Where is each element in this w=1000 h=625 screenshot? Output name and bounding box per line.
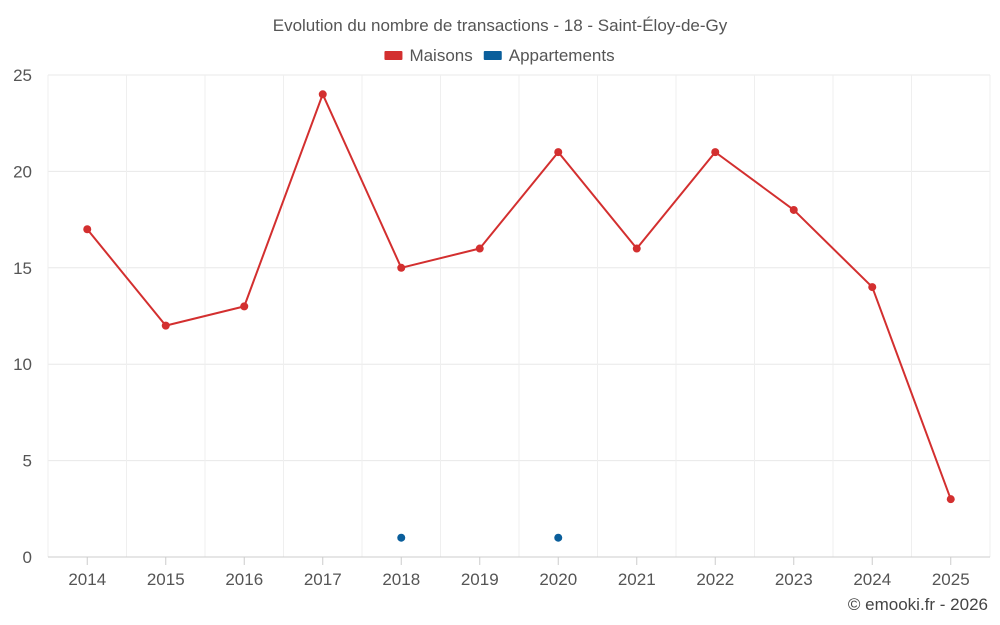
- data-point-maisons: [397, 263, 406, 272]
- x-tick-label: 2014: [68, 570, 106, 589]
- data-point-maisons: [711, 148, 720, 157]
- x-tick-label: 2023: [775, 570, 813, 589]
- legend-swatch-appartements: [483, 51, 502, 60]
- y-tick-label: 0: [23, 548, 32, 567]
- data-point-maisons: [475, 244, 484, 253]
- data-point-maisons: [83, 225, 92, 234]
- y-tick-label: 25: [13, 66, 32, 85]
- legend-swatch-maisons: [384, 51, 403, 60]
- y-tick-label: 20: [13, 162, 32, 181]
- y-tick-label: 10: [13, 355, 32, 374]
- data-point-maisons: [789, 205, 798, 214]
- data-point-maisons: [318, 90, 327, 99]
- series-layer: [83, 90, 955, 542]
- x-tick-label: 2016: [225, 570, 263, 589]
- data-point-maisons: [554, 148, 563, 157]
- legend: Maisons Appartements: [384, 46, 615, 65]
- x-tick-label: 2025: [932, 570, 970, 589]
- x-tick-label: 2019: [461, 570, 499, 589]
- x-tick-label: 2024: [853, 570, 891, 589]
- data-point-maisons: [240, 302, 249, 311]
- data-point-maisons: [946, 495, 955, 504]
- data-point-maisons: [632, 244, 641, 253]
- grid: [47, 74, 991, 557]
- chart-title: Evolution du nombre de transactions - 18…: [273, 16, 728, 35]
- x-tick-label: 2020: [539, 570, 577, 589]
- x-tick-label: 2021: [618, 570, 656, 589]
- legend-label-maisons: Maisons: [409, 46, 472, 65]
- data-point-appartements: [397, 533, 406, 542]
- x-tick-label: 2022: [696, 570, 734, 589]
- credit-text: © emooki.fr - 2026: [847, 595, 988, 614]
- series-line-maisons: [86, 93, 952, 500]
- x-tick-label: 2018: [382, 570, 420, 589]
- y-tick-label: 15: [13, 259, 32, 278]
- legend-label-appartements: Appartements: [509, 46, 615, 65]
- x-tick-label: 2015: [147, 570, 185, 589]
- x-tick-label: 2017: [304, 570, 342, 589]
- data-point-appartements: [554, 533, 563, 542]
- data-point-maisons: [161, 321, 170, 330]
- y-tick-label: 5: [23, 452, 32, 471]
- data-point-maisons: [868, 283, 877, 292]
